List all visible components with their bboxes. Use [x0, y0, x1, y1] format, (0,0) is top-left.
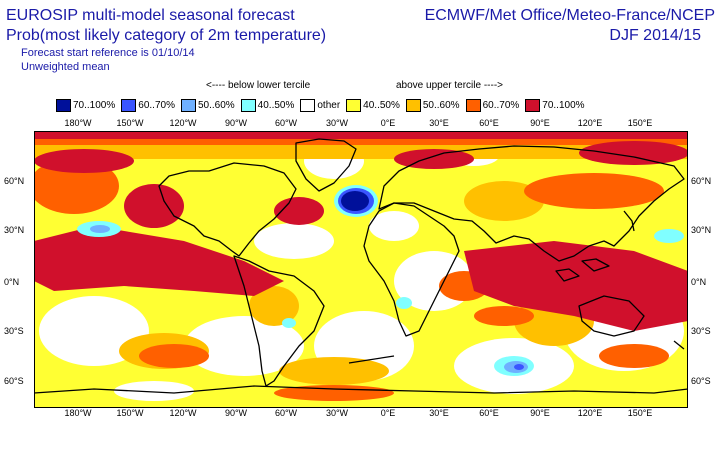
legend-item: 40..50%: [240, 99, 295, 112]
legend-label: 70..100%: [542, 100, 585, 111]
below-tercile-label: <---- below lower tercile: [206, 80, 311, 91]
longitude-axis-top: 180°W 150°W 120°W 90°W 60°W 30°W 0°E 30°E 60°E 90…: [0, 118, 723, 130]
legend-swatch: [121, 99, 137, 112]
centres-label: ECMWF/Met Office/Meteo-France/NCEP: [424, 7, 715, 24]
legend-item: other: [300, 99, 340, 112]
longitude-tick-label: 60°W: [274, 118, 298, 128]
longitude-tick-label: 180°W: [64, 408, 92, 418]
legend-swatch: [300, 99, 316, 112]
legend-label: 60..70%: [138, 100, 175, 111]
legend-label: other: [317, 100, 341, 111]
longitude-tick-label: 120°E: [577, 118, 603, 128]
longitude-tick-label: 0°E: [380, 408, 396, 418]
longitude-tick-label: 120°W: [169, 118, 197, 128]
map-title: EUROSIP multi-model seasonal forecast: [6, 7, 295, 24]
probability-map: [34, 131, 688, 408]
latitude-tick-label: 30°S: [691, 326, 711, 336]
latitude-tick-label: 60°N: [4, 176, 25, 186]
map-frame: [34, 131, 688, 408]
legend-item: 70..100%: [525, 99, 585, 112]
longitude-tick-label: 0°E: [380, 118, 396, 128]
longitude-tick-label: 120°E: [577, 408, 603, 418]
legend-label: 50..60%: [197, 100, 235, 111]
legend-item: 70..100%: [56, 99, 115, 112]
legend-swatch: [56, 99, 71, 112]
legend-label: 50..60%: [422, 100, 460, 111]
latitude-tick-label: 0°N: [4, 277, 20, 287]
legend-item: 60..70%: [465, 99, 520, 112]
forecast-start-reference: Forecast start reference is 01/10/14: [21, 47, 195, 59]
longitude-tick-label: 60°W: [274, 408, 298, 418]
longitude-tick-label: 90°E: [530, 118, 550, 128]
longitude-tick-label: 150°W: [116, 408, 144, 418]
latitude-tick-label: 0°N: [691, 277, 707, 287]
longitude-tick-label: 90°W: [224, 408, 248, 418]
legend-swatch: [346, 99, 362, 112]
below-tercile-areas: [77, 185, 684, 376]
legend-swatch: [525, 99, 541, 112]
longitude-tick-label: 30°W: [325, 118, 349, 128]
legend-label: 60..70%: [482, 100, 520, 111]
longitude-tick-label: 60°E: [479, 118, 499, 128]
longitude-tick-label: 90°E: [530, 408, 550, 418]
season-label: DJF 2014/15: [609, 27, 701, 44]
longitude-tick-label: 30°W: [325, 408, 349, 418]
legend-swatch: [240, 99, 256, 112]
legend-label: 40..50%: [363, 100, 400, 111]
latitude-tick-label: 30°N: [691, 225, 712, 235]
legend-item: 60..70%: [121, 99, 175, 112]
legend-item: 40..50%: [346, 99, 400, 112]
weighting-note: Unweighted mean: [21, 61, 110, 73]
latitude-tick-label: 30°N: [4, 225, 25, 235]
legend-label: 40..50%: [257, 100, 295, 111]
latitude-tick-label: 60°N: [691, 176, 712, 186]
map-title-line2: Prob(most likely category of 2m temperat…: [6, 27, 327, 44]
above-tercile-label: above upper tercile ---->: [396, 80, 503, 91]
color-legend: 70..100% 60..70% 50..60% 40..50% other 40..50…: [56, 98, 591, 113]
longitude-tick-label: 90°W: [224, 118, 248, 128]
longitude-axis-bottom: 180°W 150°W 120°W 90°W 60°W 30°W 0°E 30°E 60°E 90…: [0, 408, 723, 420]
longitude-tick-label: 30°E: [429, 118, 449, 128]
latitude-tick-label: 60°S: [691, 376, 711, 386]
longitude-tick-label: 150°E: [627, 408, 653, 418]
legend-label: 70..100%: [73, 100, 116, 111]
coastlines: [34, 138, 688, 394]
longitude-tick-label: 150°W: [116, 118, 144, 128]
longitude-tick-label: 150°E: [627, 118, 653, 128]
legend-item: 50..60%: [180, 99, 235, 112]
legend-swatch: [465, 99, 481, 112]
legend-swatch: [405, 99, 421, 112]
legend-swatch: [180, 99, 196, 112]
longitude-tick-label: 60°E: [479, 408, 499, 418]
longitude-tick-label: 30°E: [429, 408, 449, 418]
longitude-tick-label: 180°W: [64, 118, 92, 128]
legend-item: 50..60%: [405, 99, 460, 112]
latitude-tick-label: 60°S: [4, 376, 24, 386]
longitude-tick-label: 120°W: [169, 408, 197, 418]
latitude-tick-label: 30°S: [4, 326, 24, 336]
